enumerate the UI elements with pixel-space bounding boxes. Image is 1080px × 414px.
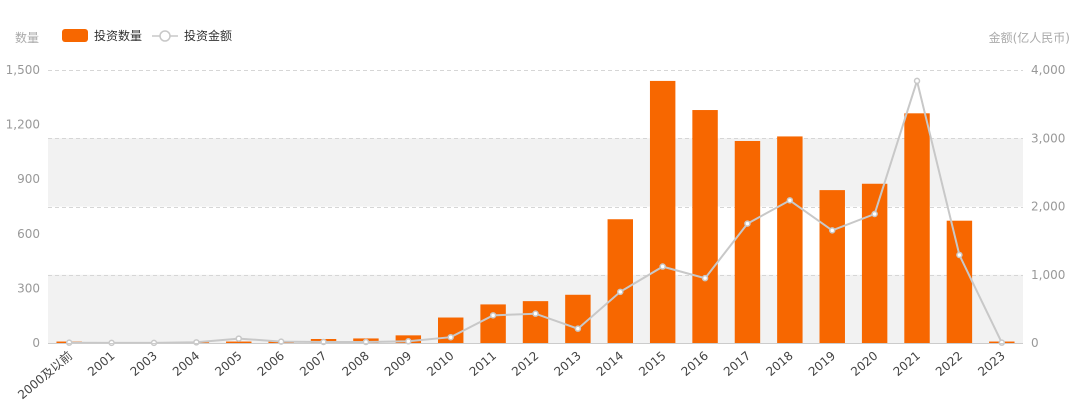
- x-tick-label: 2013: [551, 349, 583, 379]
- line-point-2012[interactable]: [533, 311, 538, 316]
- y-right-tick-label: 1,000: [1031, 268, 1065, 282]
- x-tick-label: 2015: [636, 349, 668, 379]
- bar-2013[interactable]: [565, 295, 590, 343]
- line-point-2005[interactable]: [236, 336, 241, 341]
- bar-2012[interactable]: [523, 301, 548, 343]
- x-tick-label: 2018: [763, 349, 795, 379]
- bar-2017[interactable]: [735, 141, 760, 343]
- line-point-2004[interactable]: [194, 340, 199, 345]
- line-point-2018[interactable]: [787, 198, 792, 203]
- x-tick-label: 2005: [212, 349, 244, 379]
- bar-2011[interactable]: [480, 304, 505, 343]
- legend-item-count[interactable]: 投资数量: [62, 28, 142, 43]
- x-tick-label: 2007: [297, 349, 329, 379]
- x-tick-label: 2001: [85, 349, 117, 379]
- legend-item-amount[interactable]: 投资金额: [152, 28, 232, 43]
- line-point-2015[interactable]: [660, 264, 665, 269]
- x-tick-label: 2004: [170, 349, 202, 379]
- bar-2022[interactable]: [947, 221, 972, 343]
- y-left-tick-label: 600: [17, 227, 40, 241]
- bar-2020[interactable]: [862, 184, 887, 343]
- bar-2016[interactable]: [692, 110, 717, 343]
- legend: 投资数量 投资金额: [62, 28, 232, 43]
- y-left-tick-label: 1,200: [6, 118, 40, 132]
- bar-2015[interactable]: [650, 81, 675, 343]
- bar-2014[interactable]: [608, 219, 633, 343]
- x-tick-label: 2014: [594, 349, 626, 379]
- x-tick-label: 2019: [806, 349, 838, 379]
- y-right-tick-label: 2,000: [1031, 200, 1065, 214]
- x-tick-label: 2009: [382, 349, 414, 379]
- line-point-2019[interactable]: [830, 228, 835, 233]
- y-right-tick-label: 3,000: [1031, 131, 1065, 145]
- x-tick-label: 2006: [255, 349, 287, 379]
- line-point-2001[interactable]: [109, 340, 114, 345]
- y-left-axis-title: 数量: [15, 30, 39, 45]
- line-point-2022[interactable]: [957, 252, 962, 257]
- line-point-2017[interactable]: [745, 221, 750, 226]
- line-point-2000及以前[interactable]: [67, 340, 72, 345]
- y-left-tick-label: 900: [17, 172, 40, 186]
- line-point-2020[interactable]: [872, 212, 877, 217]
- y-right-tick-label: 0: [1031, 336, 1039, 350]
- line-point-2021[interactable]: [915, 78, 920, 83]
- x-tick-label: 2021: [891, 349, 923, 379]
- y-right-tick-label: 4,000: [1031, 63, 1065, 77]
- x-tick-label: 2016: [679, 349, 711, 379]
- y-right-axis-title: 金额(亿人民币): [989, 30, 1070, 45]
- x-tick-label: 2020: [848, 349, 880, 379]
- line-point-2013[interactable]: [575, 326, 580, 331]
- bar-2019[interactable]: [820, 190, 845, 343]
- y-left-tick-label: 300: [17, 281, 40, 295]
- x-tick-label: 2003: [128, 349, 160, 379]
- bar-2018[interactable]: [777, 136, 802, 343]
- bar-2021[interactable]: [904, 113, 929, 343]
- line-point-2003[interactable]: [151, 340, 156, 345]
- x-tick-label: 2017: [721, 349, 753, 379]
- line-point-2011[interactable]: [491, 313, 496, 318]
- y-left-tick-label: 0: [32, 336, 40, 350]
- x-tick-label: 2023: [975, 349, 1007, 379]
- line-point-2016[interactable]: [703, 276, 708, 281]
- legend-label-count: 投资数量: [94, 28, 142, 43]
- line-point-2014[interactable]: [618, 289, 623, 294]
- legend-line-marker: [160, 31, 170, 41]
- legend-label-amount: 投资金额: [184, 28, 232, 43]
- line-point-2010[interactable]: [448, 335, 453, 340]
- line-point-2023[interactable]: [999, 340, 1004, 345]
- x-tick-label: 2008: [339, 349, 371, 379]
- x-tick-label: 2012: [509, 349, 541, 379]
- y-left-tick-label: 1,500: [6, 63, 40, 77]
- x-tick-label: 2022: [933, 349, 965, 379]
- x-tick-label: 2000及以前: [15, 348, 76, 402]
- x-tick-label: 2010: [424, 349, 456, 379]
- x-tick-label: 2011: [467, 349, 499, 379]
- legend-bar-swatch: [62, 29, 88, 42]
